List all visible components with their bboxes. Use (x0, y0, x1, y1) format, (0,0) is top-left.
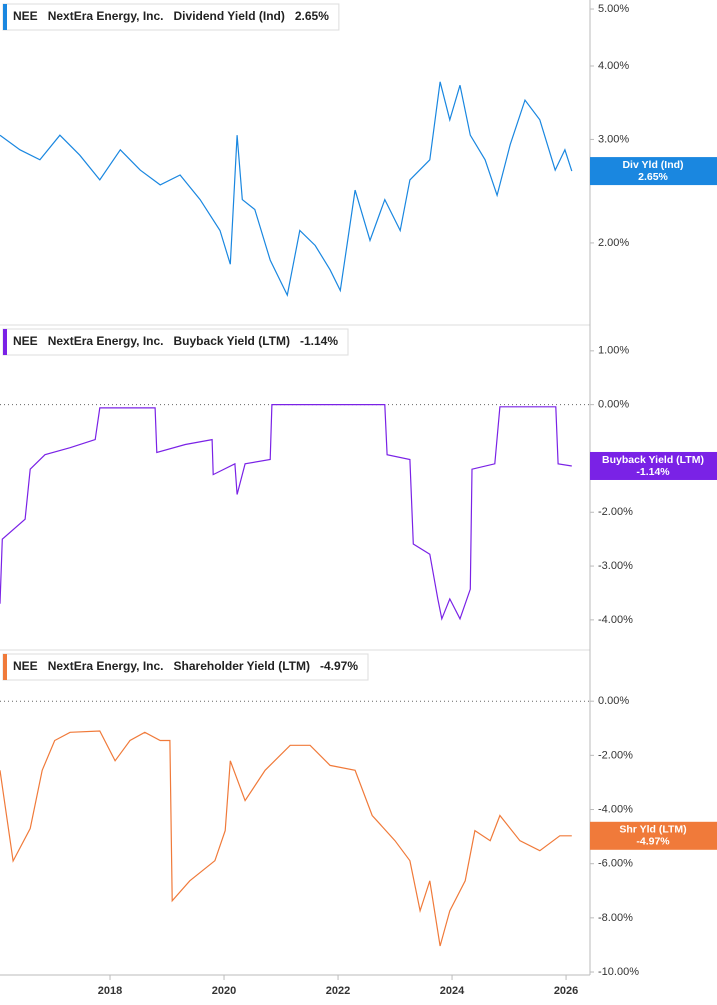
legend: NEE NextEra Energy, Inc. Buyback Yield (LT… (2, 328, 349, 356)
legend-swatch (3, 654, 7, 680)
value-tag (590, 821, 717, 850)
series-line (0, 730, 572, 947)
y-tick-label: 2.00% (598, 237, 629, 249)
value-tag-value: 2.65% (638, 171, 668, 183)
y-tick-label: -8.00% (598, 912, 633, 924)
y-tick-label: -2.00% (598, 506, 633, 518)
legend-ticker: NEE (13, 9, 38, 23)
y-tick-label: 1.00% (598, 345, 629, 357)
legend-swatch (3, 4, 7, 30)
x-tick-label: 2020 (212, 985, 236, 997)
value-tag-name: Div Yld (Ind) (622, 159, 683, 171)
series-line (0, 81, 573, 297)
value-tag-value: -1.14% (636, 466, 670, 478)
y-tick-label: -6.00% (598, 858, 633, 870)
value-tag-value: -4.97% (636, 836, 670, 848)
value-tag (590, 451, 717, 480)
y-tick-label: -10.00% (598, 966, 639, 978)
legend-value: 2.65% (295, 9, 329, 23)
y-tick-label: 0.00% (598, 399, 629, 411)
legend-ticker: NEE (13, 334, 38, 348)
y-tick-label: 3.00% (598, 133, 629, 145)
x-tick-label: 2026 (554, 985, 578, 997)
value-tag-name: Shr Yld (LTM) (619, 824, 686, 836)
legend-box (2, 3, 340, 31)
value-tag (590, 157, 717, 186)
legend-series: Shareholder Yield (LTM) (174, 659, 310, 673)
y-tick-label: -4.00% (598, 803, 633, 815)
y-tick-label: -4.00% (598, 614, 633, 626)
legend-value: -1.14% (300, 334, 338, 348)
legend: NEE NextEra Energy, Inc. Dividend Yield (I… (2, 3, 340, 31)
x-tick-label: 2024 (440, 985, 465, 997)
legend-company: NextEra Energy, Inc. (48, 659, 164, 673)
series-line (0, 404, 572, 621)
legend-box (2, 328, 349, 356)
legend: NEE NextEra Energy, Inc. Shareholder Yield… (2, 653, 369, 681)
x-tick-label: 2022 (326, 985, 350, 997)
x-tick-label: 2018 (98, 985, 122, 997)
legend-series: Buyback Yield (LTM) (174, 334, 290, 348)
y-tick-label: -3.00% (598, 560, 633, 572)
y-tick-label: 0.00% (598, 695, 629, 707)
legend-series: Dividend Yield (Ind) (174, 9, 285, 23)
legend-swatch (3, 329, 7, 355)
legend-company: NextEra Energy, Inc. (48, 9, 164, 23)
legend-company: NextEra Energy, Inc. (48, 334, 164, 348)
legend-ticker: NEE (13, 659, 38, 673)
legend-value: -4.97% (320, 659, 358, 673)
y-tick-label: 4.00% (598, 60, 629, 72)
y-tick-label: 5.00% (598, 3, 629, 15)
y-tick-label: -2.00% (598, 749, 633, 761)
value-tag-name: Buyback Yield (LTM) (602, 454, 704, 466)
